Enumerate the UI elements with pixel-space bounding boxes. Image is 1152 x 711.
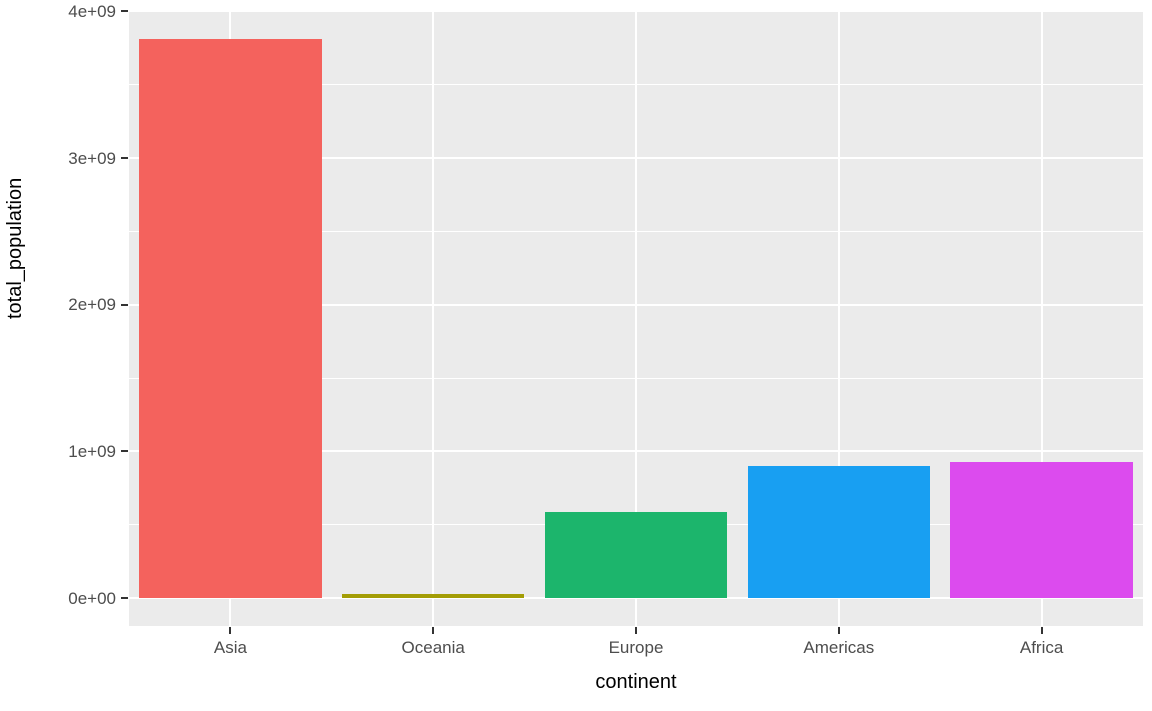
y-tick-label-0e-00: 0e+00 [68, 588, 116, 608]
y-tick-label-2e-09: 2e+09 [68, 295, 116, 315]
x-axis-tick-mark [1040, 627, 1043, 634]
x-axis-tick-mark [635, 627, 637, 634]
major-gridline-vertical [432, 11, 435, 626]
x-tick-label-oceania: Oceania [401, 638, 465, 657]
y-axis-tick-mark [121, 450, 128, 453]
x-axis-tick-mark [229, 627, 232, 634]
y-tick-label-4e-09: 4e+09 [68, 1, 116, 21]
major-gridline-vertical [837, 11, 840, 626]
y-tick-label-3e-09: 3e+09 [68, 148, 116, 168]
y-axis-tick-mark [121, 597, 128, 600]
y-tick-label-1e-09: 1e+09 [68, 441, 116, 461]
x-tick-label-asia: Asia [213, 638, 247, 657]
y-axis-title: total_population [4, 177, 26, 319]
y-axis-tick-mark [121, 10, 128, 13]
x-tick-label-europe: Europe [608, 638, 664, 657]
y-axis-tick-mark [121, 303, 128, 306]
x-axis-tick-mark [837, 627, 840, 634]
x-axis-title: continent [595, 671, 677, 693]
major-gridline-vertical [1040, 11, 1043, 626]
bar-americas [747, 466, 931, 599]
bar-africa [950, 461, 1133, 599]
x-tick-label-americas: Americas [803, 638, 875, 657]
y-axis-tick-mark [121, 157, 128, 160]
bar-europe [544, 511, 728, 599]
bar-asia [139, 39, 322, 599]
plot-panel [129, 10, 1143, 626]
bar-oceania [341, 594, 525, 599]
x-tick-label-africa: Africa [1019, 638, 1064, 657]
major-gridline-vertical [635, 11, 637, 626]
x-axis-tick-mark [432, 627, 435, 634]
